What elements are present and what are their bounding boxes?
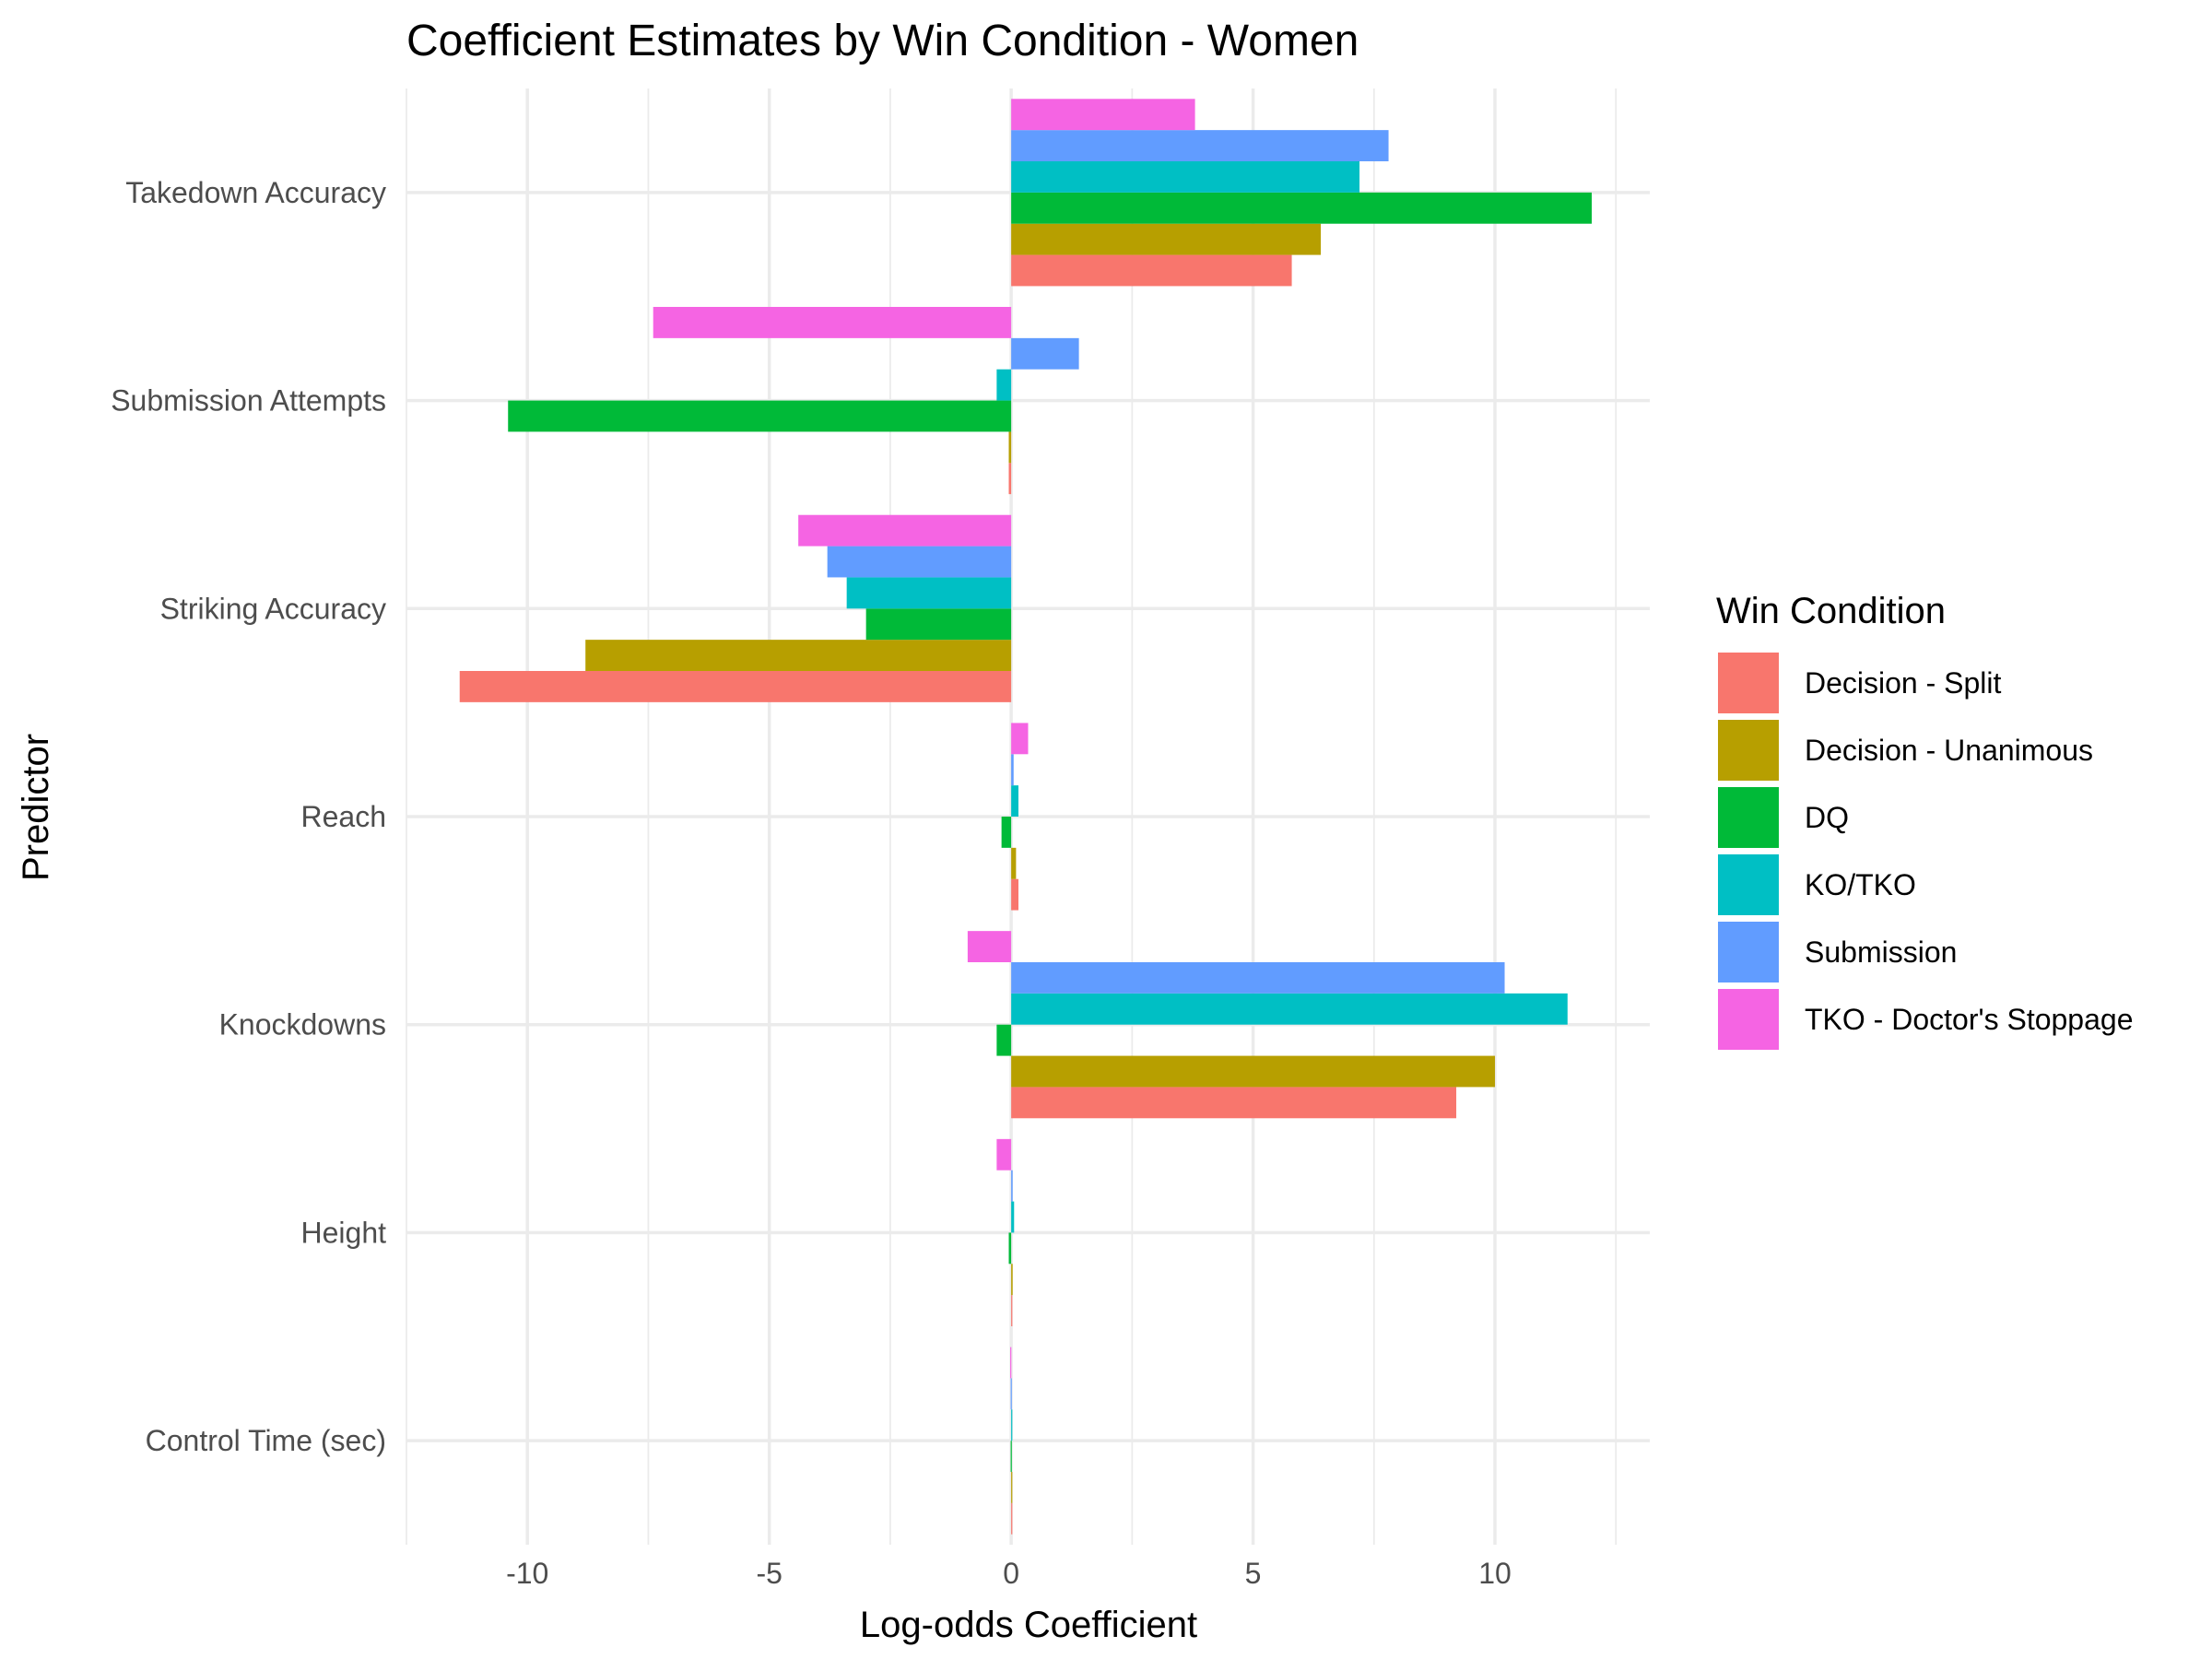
legend-label-tko-doctor-s-stoppage: TKO - Doctor's Stoppage <box>1805 1003 2133 1036</box>
bar-submission-attempts-tko-doctor-s-stoppage <box>653 307 1012 338</box>
x-tick-label: -10 <box>506 1557 548 1590</box>
bar-control-time-sec-ko-tko <box>1011 1409 1013 1441</box>
bar-control-time-sec-decision-unanimous <box>1011 1472 1013 1503</box>
bar-height-submission <box>1011 1170 1013 1202</box>
legend-key-decision-unanimous <box>1718 720 1779 781</box>
x-tick-label: 10 <box>1478 1557 1512 1590</box>
bar-reach-submission <box>1011 754 1014 786</box>
bar-submission-attempts-ko-tko <box>996 369 1012 401</box>
y-tick-label-knockdowns: Knockdowns <box>219 1008 386 1041</box>
bar-takedown-accuracy-submission <box>1011 130 1389 161</box>
legend-key-tko-doctor-s-stoppage <box>1718 989 1779 1050</box>
bar-height-decision-split <box>1011 1295 1013 1326</box>
legend-label-submission: Submission <box>1805 935 1957 969</box>
bar-knockdowns-ko-tko <box>1011 993 1568 1025</box>
grid <box>406 88 1650 1545</box>
bar-height-tko-doctor-s-stoppage <box>996 1138 1012 1171</box>
bar-striking-accuracy-ko-tko <box>846 577 1012 609</box>
x-tick-label: 5 <box>1245 1557 1262 1590</box>
bar-reach-dq <box>1001 817 1012 848</box>
bar-takedown-accuracy-decision-unanimous <box>1011 223 1322 255</box>
legend-label-dq: DQ <box>1805 801 1849 834</box>
bar-submission-attempts-decision-unanimous <box>1008 431 1012 464</box>
legend-key-ko-tko <box>1718 854 1779 915</box>
bar-control-time-sec-tko-doctor-s-stoppage <box>1010 1347 1012 1379</box>
bar-takedown-accuracy-ko-tko <box>1011 161 1360 193</box>
bar-control-time-sec-submission <box>1010 1378 1012 1410</box>
y-tick-label-takedown-accuracy: Takedown Accuracy <box>125 176 386 209</box>
bar-height-dq <box>1008 1232 1012 1265</box>
bar-takedown-accuracy-decision-split <box>1011 254 1292 287</box>
bar-submission-attempts-submission <box>1011 337 1079 370</box>
legend-label-decision-unanimous: Decision - Unanimous <box>1805 734 2093 767</box>
legend-label-decision-split: Decision - Split <box>1805 666 2002 700</box>
bar-height-decision-unanimous <box>1011 1264 1013 1296</box>
bar-takedown-accuracy-tko-doctor-s-stoppage <box>1011 99 1195 131</box>
bar-reach-tko-doctor-s-stoppage <box>1011 723 1029 755</box>
bar-takedown-accuracy-dq <box>1011 192 1593 224</box>
chart-title: Coefficient Estimates by Win Condition -… <box>406 17 1359 65</box>
legend-key-submission <box>1718 922 1779 982</box>
bar-knockdowns-tko-doctor-s-stoppage <box>967 931 1012 962</box>
bar-knockdowns-dq <box>996 1024 1012 1056</box>
y-tick-label-striking-accuracy: Striking Accuracy <box>160 592 386 625</box>
bar-striking-accuracy-tko-doctor-s-stoppage <box>798 514 1012 547</box>
bar-striking-accuracy-dq <box>865 608 1012 641</box>
x-axis-tick-labels: -10 -5 0 5 10 <box>506 1557 1512 1590</box>
bar-height-ko-tko <box>1011 1201 1015 1233</box>
bar-control-time-sec-dq <box>1010 1441 1012 1472</box>
x-axis-title: Log-odds Coefficient <box>860 1605 1197 1645</box>
bar-striking-accuracy-submission <box>827 546 1012 578</box>
y-tick-label-submission-attempts: Submission Attempts <box>111 384 386 418</box>
bar-reach-decision-unanimous <box>1011 847 1017 879</box>
bar-knockdowns-decision-split <box>1011 1087 1457 1119</box>
bar-reach-decision-split <box>1011 878 1019 911</box>
x-tick-label: 0 <box>1003 1557 1019 1590</box>
bar-control-time-sec-decision-split <box>1011 1502 1013 1535</box>
y-axis-tick-labels: Takedown Accuracy Submission Attempts Stri… <box>111 176 386 1457</box>
y-tick-label-control-time-sec: Control Time (sec) <box>146 1424 386 1457</box>
legend-key-decision-split <box>1718 653 1779 713</box>
bar-knockdowns-decision-unanimous <box>1011 1055 1496 1088</box>
y-tick-label-height: Height <box>301 1216 387 1249</box>
y-tick-label-reach: Reach <box>301 800 387 833</box>
bar-submission-attempts-decision-split <box>1008 463 1012 495</box>
bars <box>459 99 1593 1535</box>
bar-knockdowns-submission <box>1011 962 1505 994</box>
bar-striking-accuracy-decision-split <box>459 671 1012 702</box>
legend-label-ko-tko: KO/TKO <box>1805 868 1916 901</box>
legend-key-dq <box>1718 787 1779 848</box>
bar-reach-ko-tko <box>1011 785 1019 817</box>
legend-title: Win Condition <box>1716 591 1946 631</box>
y-axis-title: Predictor <box>16 734 56 881</box>
legend: Win Condition Decision - Split Decision -… <box>1716 591 2133 1050</box>
x-tick-label: -5 <box>756 1557 782 1590</box>
bar-submission-attempts-dq <box>508 400 1012 432</box>
bar-striking-accuracy-decision-unanimous <box>585 640 1012 671</box>
